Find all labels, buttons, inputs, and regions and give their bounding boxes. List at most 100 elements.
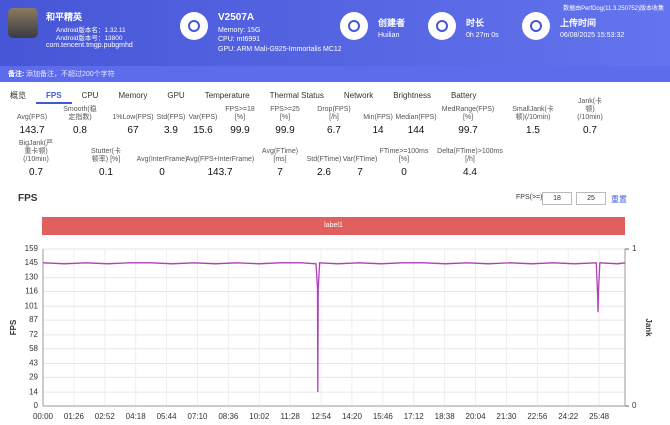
- y-tick-label: 101: [25, 301, 39, 310]
- device-memory: Memory: 15G: [218, 27, 261, 34]
- stat-label: Avg(InterFrame): [136, 156, 188, 163]
- device-gpu: GPU: ARM Mali-G925-Immortalis MC12: [218, 46, 342, 53]
- x-tick-label: 24:22: [558, 412, 579, 421]
- y-tick-label: 116: [25, 287, 38, 296]
- upload-label: 上传时间: [560, 18, 597, 28]
- tab[interactable]: Network: [343, 91, 374, 100]
- chart-title: FPS: [18, 193, 38, 204]
- x-tick-label: 14:20: [342, 412, 363, 421]
- stat: Std(FTime) 2.6: [307, 148, 342, 178]
- y2-tick-label: 1: [632, 244, 637, 253]
- x-tick-label: 20:04: [466, 412, 487, 421]
- stat-label: Var(FPS): [188, 114, 218, 121]
- note-label: 备注:: [8, 71, 25, 78]
- stat-value: 67: [127, 125, 139, 136]
- filter-input[interactable]: 25: [576, 192, 606, 205]
- header: 和平精英 Android版本名：1.32.11 Android版本号：13800…: [0, 0, 670, 66]
- stat: Median(FPS) 144: [395, 106, 436, 136]
- stat-label: Smooth(稳定指数): [63, 106, 97, 121]
- y-tick-label: 87: [29, 315, 38, 324]
- fps-line: [42, 262, 626, 393]
- tab[interactable]: CPU: [81, 91, 99, 100]
- x-tick-label: 02:52: [95, 412, 116, 421]
- note-input[interactable]: 添加备注，不超过200个字符: [26, 71, 115, 78]
- stat-value: 99.9: [230, 125, 250, 136]
- stat-label: Avg(FPS): [16, 114, 48, 121]
- stat-label: Min(FPS): [363, 114, 393, 121]
- stat-value: 3.9: [164, 125, 178, 136]
- stat: FTime>=100ms [%] 0: [380, 148, 429, 178]
- stat-value: 0: [401, 167, 407, 178]
- upload-value: 06/08/2025 15:53:32: [560, 32, 625, 39]
- tab[interactable]: 概览: [10, 91, 26, 100]
- stat: SmallJank(卡顿)(/10min) 1.5: [512, 106, 554, 136]
- x-tick-label: 15:46: [373, 412, 394, 421]
- y-tick-label: 14: [29, 387, 38, 396]
- tab[interactable]: Battery: [451, 91, 477, 100]
- x-tick-label: 07:10: [187, 412, 208, 421]
- stat-value: 0.8: [73, 125, 87, 136]
- tab[interactable]: GPU: [167, 91, 185, 100]
- stat-value: 99.7: [458, 125, 478, 136]
- stat: 1%Low(FPS) 67: [112, 106, 153, 136]
- reset-button[interactable]: 重置: [611, 195, 627, 204]
- stat-value: 7: [357, 167, 363, 178]
- stat-value: 0.1: [99, 167, 113, 178]
- stat: Var(FTime) 7: [343, 148, 378, 178]
- filter-input[interactable]: 18: [542, 192, 572, 205]
- app-version-code: Android版本号：13800: [56, 35, 123, 42]
- app-version-name: Android版本名：1.32.11: [56, 27, 126, 34]
- duration-label: 时长: [466, 18, 485, 28]
- upload-icon: [522, 12, 550, 40]
- stat-value: 0.7: [29, 167, 43, 178]
- stat-label: Std(FTime): [306, 156, 342, 163]
- x-tick-label: 05:44: [157, 412, 178, 421]
- note-bar: 备注: 添加备注，不超过200个字符: [0, 66, 670, 82]
- stat: Var(FPS) 15.6: [189, 106, 218, 136]
- stat-label: Avg(FTime) [ms]: [261, 148, 299, 163]
- duration-value: 0h 27m 0s: [466, 32, 499, 39]
- x-tick-label: 22:56: [527, 412, 548, 421]
- stat-value: 99.9: [275, 125, 295, 136]
- x-tick-label: 21:30: [496, 412, 517, 421]
- stat-label: SmallJank(卡顿)(/10min): [512, 106, 554, 121]
- x-tick-label: 01:26: [64, 412, 85, 421]
- y-tick-label: 58: [29, 344, 38, 353]
- x-tick-label: 18:38: [435, 412, 456, 421]
- y-tick-label: 159: [25, 244, 39, 253]
- stat: Avg(FPS+InterFrame) 143.7: [186, 148, 255, 178]
- y2-axis-label: Jank: [644, 318, 653, 337]
- x-tick-label: 00:00: [33, 412, 54, 421]
- tab[interactable]: Brightness: [393, 91, 431, 100]
- stat-label: FTime>=100ms [%]: [379, 148, 429, 163]
- device-cpu: CPU: mt6991: [218, 36, 261, 43]
- x-tick-label: 12:54: [311, 412, 332, 421]
- app-icon: [8, 8, 38, 38]
- x-tick-label: 04:18: [126, 412, 147, 421]
- x-tick-label: 11:28: [280, 412, 300, 421]
- stat: Smooth(稳定指数) 0.8: [63, 106, 96, 136]
- stat-value: 14: [372, 125, 384, 136]
- app-name: 和平精英: [46, 12, 83, 22]
- stat: FPS>=25 [%] 99.9: [270, 106, 300, 136]
- y-tick-label: 130: [25, 273, 39, 282]
- creator-value: Huilian: [378, 32, 400, 39]
- stat-label: Std(FPS): [156, 114, 186, 121]
- stat-value: 7: [277, 167, 283, 178]
- stat-value: 15.6: [193, 125, 213, 136]
- stat: Avg(InterFrame) 0: [137, 148, 188, 178]
- stat-value: 4.4: [463, 167, 477, 178]
- app-package: com.tencent.tmgp.pubgmhd: [46, 42, 133, 49]
- stat-label: Stutter(卡顿率) [%]: [91, 148, 121, 163]
- stat-value: 2.6: [317, 167, 331, 178]
- creator-label: 创建者: [378, 18, 406, 28]
- tab[interactable]: Memory: [118, 91, 148, 100]
- tab[interactable]: FPS: [36, 88, 72, 104]
- y-tick-label: 43: [29, 359, 38, 368]
- stat-label: 1%Low(FPS): [112, 114, 154, 121]
- stat: Drop(FPS) [/h] 6.7: [317, 106, 350, 136]
- tab[interactable]: Thermal Status: [269, 91, 324, 100]
- tab[interactable]: Temperature: [204, 91, 250, 100]
- device-icon: [180, 12, 208, 40]
